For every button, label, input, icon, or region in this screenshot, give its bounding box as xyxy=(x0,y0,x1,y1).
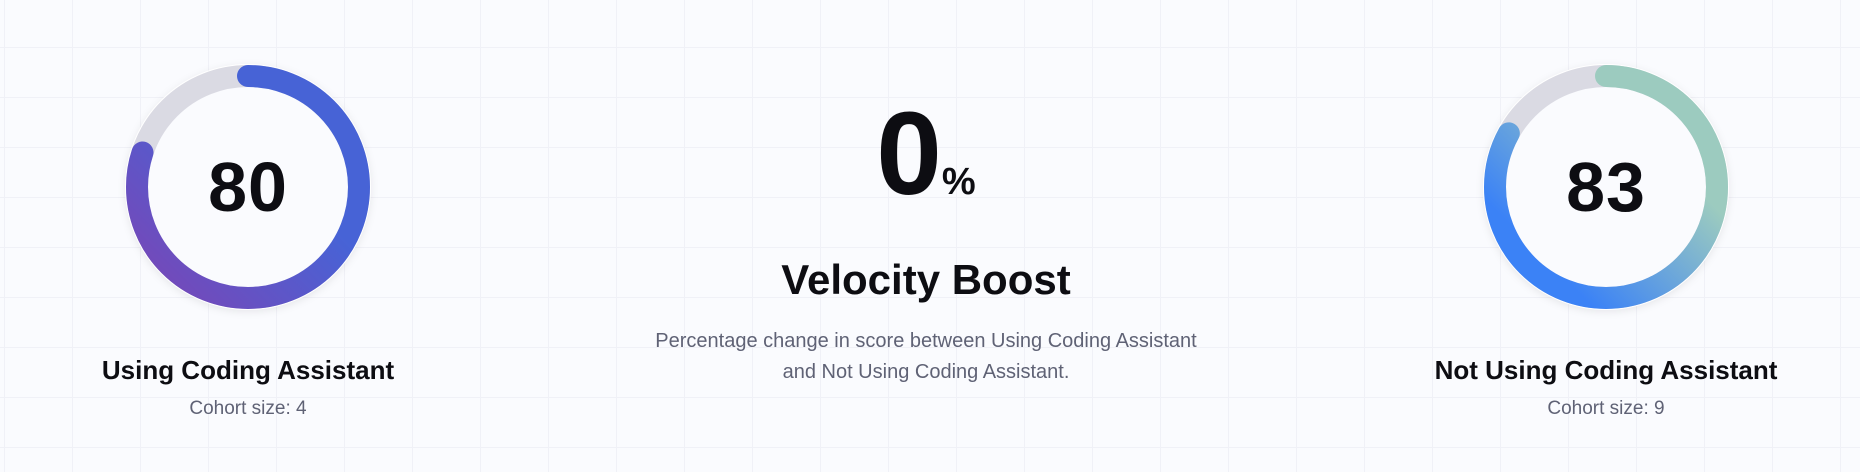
gauge-using-assistant: 80 xyxy=(123,62,373,312)
score-value: 83 xyxy=(1566,148,1646,226)
gauge-not-using-assistant: 83 xyxy=(1481,62,1731,312)
cohort-label: Not Using Coding Assistant xyxy=(1434,355,1778,385)
progress-ring xyxy=(1483,64,1729,310)
ring-progress xyxy=(1484,65,1728,309)
ring-progress xyxy=(126,65,370,309)
progress-ring xyxy=(125,64,371,310)
velocity-description: Percentage change in score between Using… xyxy=(655,330,1197,383)
cohort-label: Using Coding Assistant xyxy=(101,355,395,385)
cohort-size: Cohort size: 4 xyxy=(189,398,307,419)
velocity-unit: % xyxy=(941,161,976,203)
velocity-number: 0 xyxy=(876,88,942,220)
velocity-title: Velocity Boost xyxy=(781,256,1071,303)
score-value: 80 xyxy=(208,148,288,226)
cohort-size: Cohort size: 9 xyxy=(1547,398,1665,419)
velocity-value: 0% xyxy=(626,95,1226,213)
